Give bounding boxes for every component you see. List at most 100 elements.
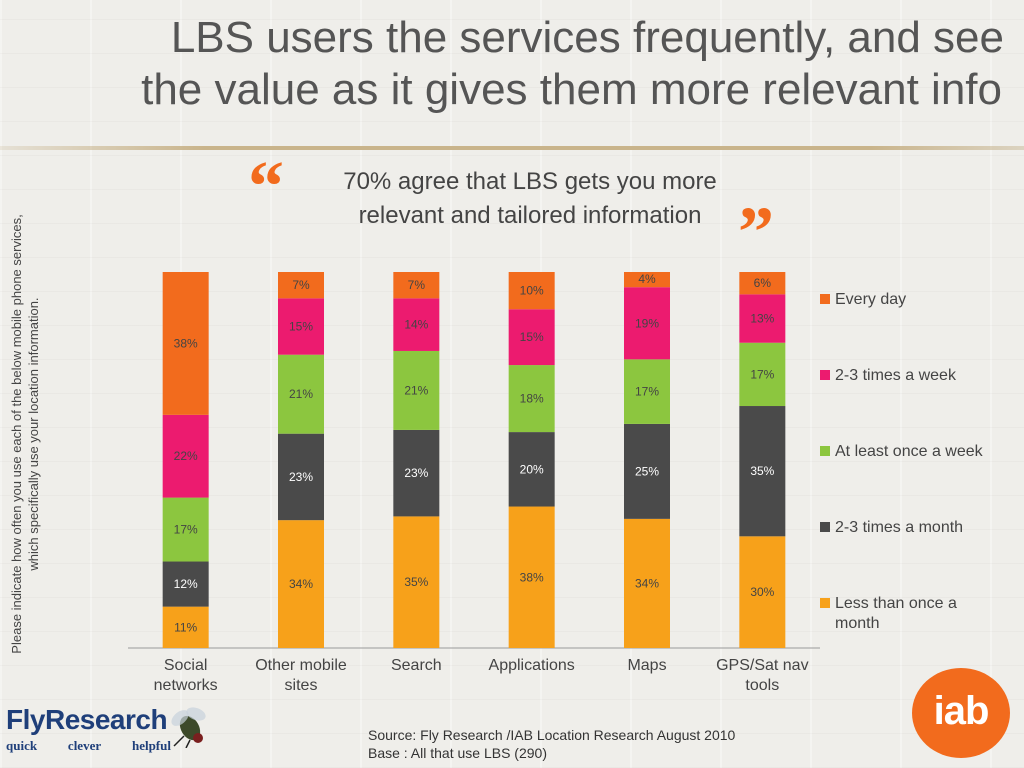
legend-item: 2-3 times a week bbox=[820, 366, 1000, 386]
category-label: Search bbox=[390, 657, 442, 674]
category-label: Social networks bbox=[153, 657, 218, 694]
bar-data-label: 35% bbox=[750, 464, 774, 478]
bar-data-label: 21% bbox=[404, 383, 428, 397]
legend-label: Less than once a month bbox=[835, 595, 957, 632]
bar-segment bbox=[624, 423, 670, 519]
bar-segment bbox=[162, 497, 209, 562]
bar-segment bbox=[162, 606, 209, 648]
fly-icon bbox=[171, 707, 206, 748]
bar-segment bbox=[508, 272, 555, 310]
bar-data-label: 13% bbox=[750, 312, 774, 326]
bar-data-label: 4% bbox=[638, 272, 656, 286]
bar-data-label: 23% bbox=[404, 466, 428, 480]
bar-segment bbox=[162, 272, 209, 415]
bar-segment bbox=[278, 298, 324, 355]
base-line: Base : All that use LBS (290) bbox=[368, 745, 547, 761]
title-divider bbox=[0, 146, 1024, 150]
iab-logo: iab bbox=[912, 668, 1010, 758]
bar-segment bbox=[393, 298, 440, 351]
bar-data-label: 7% bbox=[292, 278, 310, 292]
legend-swatch bbox=[820, 294, 830, 304]
category-label: Maps bbox=[627, 657, 667, 674]
bar-data-label: 25% bbox=[635, 464, 659, 478]
bar-data-label: 15% bbox=[289, 320, 313, 334]
category-label: GPS/Sat nav tools bbox=[716, 657, 809, 694]
bar-segment bbox=[739, 406, 786, 537]
logo-research-text: Research bbox=[44, 704, 168, 735]
legend-swatch bbox=[820, 598, 830, 608]
legend-label: At least once a week bbox=[835, 443, 983, 460]
bar-segment bbox=[508, 506, 555, 648]
tagline-helpful: helpful bbox=[131, 738, 171, 753]
source-line: Source: Fly Research /IAB Location Resea… bbox=[368, 727, 736, 743]
bar-data-label: 10% bbox=[520, 284, 544, 298]
close-quote-icon: ” bbox=[738, 192, 774, 272]
iab-logo-text: iab bbox=[933, 688, 990, 733]
bar-data-label: 14% bbox=[404, 318, 428, 332]
bar-data-label: 12% bbox=[174, 577, 198, 591]
legend-swatch bbox=[820, 370, 830, 380]
bar-segment bbox=[624, 287, 670, 360]
legend-label: 2-3 times a week bbox=[835, 367, 956, 384]
bar-segment bbox=[393, 516, 440, 648]
bar-segment bbox=[508, 309, 555, 366]
legend-item: 2-3 times a month bbox=[820, 518, 1000, 538]
bar-data-label: 20% bbox=[520, 462, 544, 476]
logo-fly-text: Fly bbox=[6, 704, 45, 735]
bar-segment bbox=[162, 414, 209, 498]
bar-data-label: 35% bbox=[404, 575, 428, 589]
bar-data-label: 7% bbox=[408, 278, 426, 292]
tagline-quick: quick bbox=[6, 738, 38, 753]
title-line-2: the value as it gives them more relevant… bbox=[141, 65, 1002, 114]
bar-segment bbox=[278, 520, 324, 648]
legend-swatch bbox=[820, 522, 830, 532]
bar-data-label: 15% bbox=[520, 330, 544, 344]
bar-segment bbox=[508, 365, 555, 433]
bar-data-label: 17% bbox=[750, 367, 774, 381]
bar-data-label: 38% bbox=[174, 336, 198, 350]
bar-segment bbox=[278, 272, 324, 299]
bar-segment bbox=[393, 350, 440, 430]
legend-swatch bbox=[820, 446, 830, 456]
bar-segment bbox=[162, 561, 209, 607]
bar-data-label: 19% bbox=[635, 316, 659, 330]
category-label: Other mobile sites bbox=[255, 657, 347, 694]
bar-segment bbox=[393, 429, 440, 517]
title-line-1: LBS users the services frequently, and s… bbox=[170, 13, 1004, 62]
bar-segment bbox=[278, 433, 324, 521]
page-title: LBS users the services frequently, and s… bbox=[0, 12, 1024, 116]
bar-data-label: 18% bbox=[520, 392, 544, 406]
bar-segment bbox=[739, 272, 786, 295]
bar-data-label: 17% bbox=[635, 385, 659, 399]
flyresearch-logo: FlyResearch bbox=[6, 704, 168, 736]
bar-data-label: 34% bbox=[635, 576, 659, 590]
source-note: Source: Fly Research /IAB Location Resea… bbox=[368, 726, 735, 762]
bar-data-label: 30% bbox=[750, 585, 774, 599]
bar-segment bbox=[278, 354, 324, 434]
bar-data-label: 21% bbox=[289, 387, 313, 401]
bar-data-label: 22% bbox=[174, 449, 198, 463]
legend-item: At least once a week bbox=[820, 442, 1000, 462]
bar-segment bbox=[739, 342, 786, 407]
legend-item: Less than once a month bbox=[820, 594, 1000, 634]
bar-data-label: 34% bbox=[289, 577, 313, 591]
legend-item: Every day bbox=[820, 290, 1000, 310]
tagline-clever: clever bbox=[67, 738, 102, 753]
bar-data-label: 23% bbox=[289, 470, 313, 484]
open-quote-icon: “ bbox=[248, 146, 284, 226]
bar-data-label: 38% bbox=[520, 570, 544, 584]
logo-tagline: quick clever helpful bbox=[6, 738, 171, 754]
bar-segment bbox=[739, 294, 786, 343]
bar-segment bbox=[739, 536, 786, 648]
bar-segment bbox=[624, 359, 670, 424]
bar-segment bbox=[624, 272, 670, 288]
bar-segment bbox=[624, 518, 670, 648]
legend-label: 2-3 times a month bbox=[835, 519, 964, 536]
bar-data-label: 17% bbox=[174, 523, 198, 537]
bar-segment bbox=[393, 272, 440, 299]
quote-text: 70% agree that LBS gets you more relevan… bbox=[343, 168, 717, 229]
bar-data-label: 11% bbox=[174, 620, 197, 634]
bar-data-label: 6% bbox=[754, 276, 772, 290]
category-label: Applications bbox=[488, 657, 575, 674]
